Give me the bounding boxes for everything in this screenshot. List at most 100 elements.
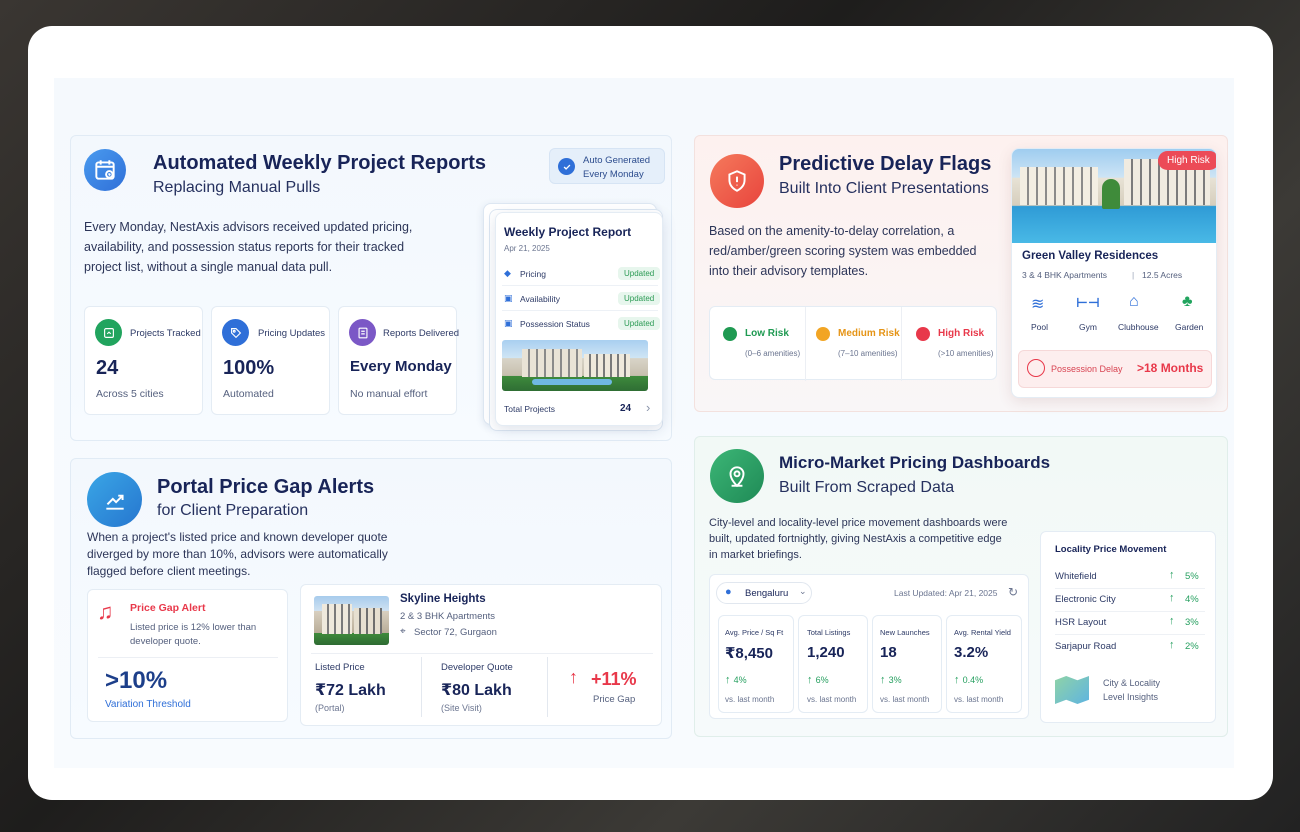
- locality-change: 3%: [1185, 617, 1199, 628]
- shield-alert-icon: [710, 154, 764, 208]
- high-risk-badge: High Risk: [1158, 151, 1216, 170]
- stat-value: Every Monday: [350, 358, 452, 375]
- locality-row: HSR Layout ↑ 3%: [1055, 613, 1205, 635]
- micro-market-card: Micro-Market Pricing Dashboards Built Fr…: [694, 436, 1228, 737]
- content-stage: Automated Weekly Project Reports Replaci…: [54, 78, 1234, 768]
- threshold-value: >10%: [105, 667, 168, 694]
- metric-note: vs. last month: [954, 695, 1004, 704]
- locality-row: Electronic City ↑ 4%: [1055, 590, 1205, 612]
- arrow-up-icon: ↑: [569, 667, 578, 687]
- last-updated: Last Updated: Apr 21, 2025: [894, 588, 998, 598]
- metric-change-value: 4%: [733, 675, 747, 685]
- city-select[interactable]: ● Bengaluru ⌄: [716, 582, 812, 604]
- insights-line1: City & Locality: [1103, 678, 1161, 688]
- trend-chart-icon: [87, 472, 142, 527]
- arrow-up-icon: ↑: [1169, 592, 1175, 604]
- locality-name: HSR Layout: [1055, 617, 1107, 628]
- alert-title: Price Gap Alert: [130, 602, 206, 614]
- stat-note: Automated: [223, 388, 274, 400]
- doc-row: ◆ Pricing Updated: [502, 264, 661, 286]
- stat-label: Projects Tracked: [130, 328, 201, 339]
- risk-legend: Low Risk (0–6 amenities) Medium Risk (7–…: [709, 306, 997, 381]
- weekly-report-doc: Weekly Project Report Apr 21, 2025 ◆ Pri…: [495, 212, 663, 426]
- price-comparison-card: Skyline Heights 2 & 3 BHK Apartments ⌖ S…: [300, 584, 662, 726]
- doc-footer-label: Total Projects: [504, 404, 556, 414]
- risk-range: (7–10 amenities): [838, 349, 898, 358]
- doc-row: ▣ Availability Updated: [502, 289, 661, 311]
- tag-icon: [222, 319, 249, 346]
- metric-change-value: 0.4%: [962, 675, 984, 685]
- map-pin-icon: [710, 449, 764, 503]
- risk-label: Low Risk: [745, 328, 789, 339]
- listed-note: (Portal): [315, 703, 345, 713]
- quote-label: Developer Quote: [441, 662, 513, 673]
- delay-flags-card: Predictive Delay Flags Built Into Client…: [694, 135, 1228, 412]
- metric-change: ↑ 0.4%: [954, 674, 983, 686]
- status-dot-icon: [816, 327, 830, 341]
- metric-value: 18: [880, 644, 897, 661]
- metric-change: ↑ 4%: [725, 674, 747, 686]
- project-type: 3 & 4 BHK Apartments: [1022, 270, 1108, 280]
- gym-icon: ⊢⊣: [1076, 295, 1100, 310]
- reports-subtitle: Replacing Manual Pulls: [153, 179, 321, 196]
- stat-label: Reports Delivered: [383, 328, 460, 339]
- project-risk-card: High Risk Green Valley Residences 3 & 4 …: [1011, 148, 1217, 398]
- slide-frame: Automated Weekly Project Reports Replaci…: [28, 26, 1273, 800]
- building-photo: [314, 596, 389, 645]
- quote-value: ₹80 Lakh: [441, 682, 512, 699]
- risk-label: Medium Risk: [838, 328, 900, 339]
- price-gap-card: Portal Price Gap Alerts for Client Prepa…: [70, 458, 672, 739]
- alert-text: Listed price is 12% lower than developer…: [130, 622, 257, 647]
- chevron-right-icon[interactable]: ›: [646, 400, 651, 415]
- refresh-icon[interactable]: ↻: [1008, 585, 1019, 599]
- pool-icon: ≋: [1031, 296, 1045, 313]
- metric-change-value: 6%: [815, 675, 829, 685]
- risk-item: Medium Risk (7–10 amenities): [806, 307, 902, 381]
- risk-item: Low Risk (0–6 amenities): [710, 307, 806, 381]
- stat-note: Across 5 cities: [96, 388, 164, 400]
- doc-title: Weekly Project Report: [504, 225, 632, 239]
- threshold-label: Variation Threshold: [105, 699, 191, 710]
- status-badge: Updated: [618, 317, 661, 330]
- weekly-reports-card: Automated Weekly Project Reports Replaci…: [70, 135, 672, 441]
- stat-card: Projects Tracked 24 Across 5 cities: [84, 306, 203, 415]
- metric-card: Avg. Rental Yield 3.2% ↑ 0.4% vs. last m…: [946, 615, 1022, 713]
- risk-label: High Risk: [938, 328, 985, 339]
- doc-footer-value: 24: [620, 403, 632, 414]
- gap-subtitle: for Client Preparation: [157, 502, 309, 519]
- calendar-icon: [84, 149, 126, 191]
- metric-label: Avg. Rental Yield: [954, 628, 1011, 637]
- metric-value: ₹8,450: [725, 645, 773, 662]
- delay-value: >18 Months: [1137, 361, 1204, 375]
- chevron-down-icon: ⌄: [799, 586, 807, 596]
- status-badge: Updated: [618, 267, 661, 280]
- metric-card: Avg. Price / Sq Ft ₹8,450 ↑ 4% vs. last …: [718, 615, 794, 713]
- metric-note: vs. last month: [725, 695, 775, 704]
- stat-label: Pricing Updates: [258, 328, 326, 339]
- metric-note: vs. last month: [880, 695, 930, 704]
- gap-description: When a project's listed price and known …: [87, 530, 388, 578]
- metric-change: ↑ 3%: [880, 674, 902, 686]
- metric-change: ↑ 6%: [807, 674, 829, 686]
- arrow-up-icon: ↑: [954, 674, 963, 686]
- quote-note: (Site Visit): [441, 703, 482, 713]
- doc-date: Apr 21, 2025: [504, 244, 550, 253]
- amenity-label: Gym: [1079, 322, 1097, 332]
- reports-title: Automated Weekly Project Reports: [153, 152, 487, 174]
- price-gap-alert: ♫ Price Gap Alert Listed price is 12% lo…: [87, 589, 288, 722]
- status-badge: Updated: [618, 292, 661, 305]
- risk-range: (0–6 amenities): [745, 349, 801, 358]
- metric-card: Total Listings 1,240 ↑ 6% vs. last month: [798, 615, 868, 713]
- status-dot-icon: [916, 327, 930, 341]
- clock-icon: [1027, 359, 1045, 377]
- metric-label: New Launches: [880, 628, 930, 637]
- metric-value: 3.2%: [954, 644, 989, 661]
- separator: |: [1132, 270, 1135, 280]
- arrow-up-icon: ↑: [1169, 615, 1175, 627]
- stat-note: No manual effort: [350, 388, 428, 400]
- map-icon: [1055, 676, 1089, 704]
- stat-card: Pricing Updates 100% Automated: [211, 306, 330, 415]
- arrow-up-icon: ↑: [725, 674, 734, 686]
- stat-value: 100%: [223, 357, 275, 379]
- delay-label: Possession Delay: [1051, 364, 1123, 374]
